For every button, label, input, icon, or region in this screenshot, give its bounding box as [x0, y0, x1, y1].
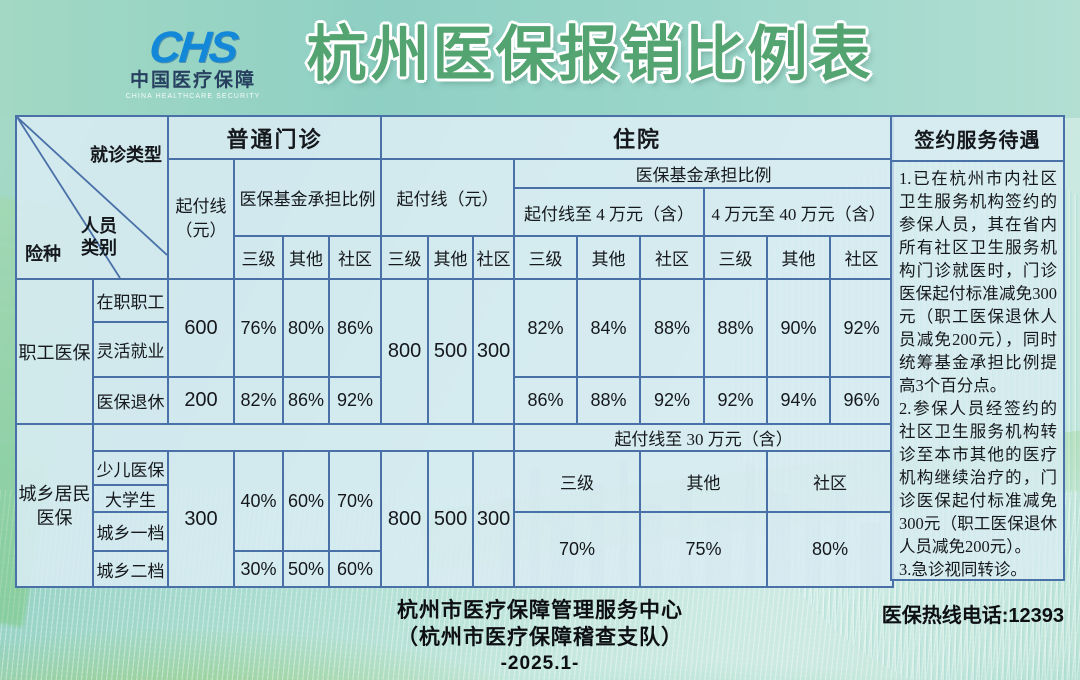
corner-diagonals [18, 118, 166, 277]
signed-services-panel: 签约服务待遇 1.已在杭州市内社区卫生服务机构签约的参保人员，其在省内所有社区卫… [890, 115, 1065, 583]
resident-inpatient-deductible-tier3: 800 [380, 450, 430, 588]
resident-outpatient-ratio-main-community: 70% [327, 450, 383, 552]
range-4-40-header: 4 万元至 40 万元（含） [703, 187, 895, 237]
range-0-4-other-header: 其他 [576, 235, 642, 280]
reimbursement-table: 就诊类型 人员 类别 险种 普通门诊 住院 起付线 （元） 医保基金承担比例 起… [15, 115, 895, 588]
range-0-4-tier3-header: 三级 [513, 235, 579, 280]
footer-date: -2025.1- [500, 653, 580, 674]
employee-outpatient-ratio-main-tier3: 76% [233, 278, 284, 378]
footer-hotline: 医保热线电话:12393 [881, 605, 1064, 627]
outpatient-deductible-header: 起付线 （元） [167, 158, 235, 280]
footer-organization-sub: （杭州市医疗保障稽查支队） [397, 626, 683, 649]
employee-outpatient-deductible-main: 600 [167, 278, 235, 378]
chs-logo-name-en: CHINA HEALTHCARE SECURITY [125, 93, 261, 100]
employee-inpatient-main-4-40-community: 92% [829, 278, 895, 378]
employee-group-label: 职工医保 [15, 278, 94, 425]
corner-person-type-label: 人员 类别 [81, 216, 117, 258]
resident-row-children-label: 少儿医保 [92, 450, 169, 486]
employee-inpatient-main-4-40-tier3: 88% [703, 278, 769, 378]
signed-services-note-1: 1.已在杭州市内社区卫生服务机构签约的参保人员，其在省内所有社区卫生服务机构门诊… [899, 169, 1057, 395]
resident-inpatient-deductible-community: 300 [472, 450, 516, 588]
range-4-40-tier3-header: 三级 [703, 235, 769, 280]
resident-inpatient-ratio-community: 80% [766, 511, 895, 588]
range-0-30-tier3-header: 三级 [513, 450, 642, 513]
range-4-40-other-header: 其他 [766, 235, 832, 280]
footer-issuer-block: 杭州市医疗保障管理服务中心 （杭州市医疗保障稽查支队） -2025.1- [240, 597, 840, 677]
employee-inpatient-retired-0-4-community: 92% [639, 376, 706, 425]
resident-inpatient-ratio-tier3: 70% [513, 511, 642, 588]
resident-outpatient-ratio-tier2-other: 50% [282, 550, 330, 588]
employee-row-flexible-label: 灵活就业 [92, 321, 169, 378]
resident-row-student-label: 大学生 [92, 484, 169, 513]
resident-outpatient-ratio-tier2-tier3: 30% [233, 550, 284, 588]
corner-insurance-type-label: 险种 [25, 244, 61, 264]
employee-inpatient-deductible-community: 300 [472, 278, 516, 425]
inpatient-deductible-other-header: 其他 [427, 235, 475, 280]
resident-group-label: 城乡居民 医保 [15, 423, 94, 588]
poster-title: 杭州医保报销比例表 [306, 21, 874, 88]
employee-outpatient-ratio-retired-tier3: 82% [233, 376, 284, 425]
employee-outpatient-ratio-main-other: 80% [282, 278, 330, 378]
employee-inpatient-main-0-4-other: 84% [576, 278, 642, 378]
employee-inpatient-main-0-4-community: 88% [639, 278, 706, 378]
signed-services-title: 签约服务待遇 [890, 115, 1065, 162]
employee-outpatient-deductible-retired: 200 [167, 376, 235, 425]
inpatient-deductible-community-header: 社区 [472, 235, 516, 280]
employee-outpatient-ratio-retired-other: 86% [282, 376, 330, 425]
resident-inpatient-deductible-other: 500 [427, 450, 475, 588]
range-4-40-community-header: 社区 [829, 235, 895, 280]
resident-outpatient-ratio-tier2-community: 60% [327, 550, 383, 588]
resident-row-tier1-label: 城乡一档 [92, 511, 169, 552]
employee-row-active-label: 在职职工 [92, 278, 169, 323]
outpatient-fund-ratio-header: 医保基金承担比例 [232, 158, 383, 237]
outpatient-community-header: 社区 [327, 235, 383, 280]
outpatient-section-header: 普通门诊 [166, 115, 383, 160]
range-0-4-header: 起付线至 4 万元（含） [513, 187, 706, 237]
resident-empty-band-cell [91, 423, 516, 452]
inpatient-section-header: 住院 [380, 115, 895, 160]
employee-outpatient-ratio-main-community: 86% [327, 278, 383, 378]
range-0-30-header: 起付线至 30 万元（含） [513, 423, 895, 452]
signed-services-note-2: 2.参保人员经签约的社区卫生服务机构转诊至本市其他的医疗机构继续治疗的，门诊医保… [899, 399, 1057, 556]
background-top-band [0, 0, 1080, 118]
employee-inpatient-retired-4-40-other: 94% [766, 376, 832, 425]
inpatient-deductible-header: 起付线（元） [380, 158, 516, 237]
range-0-30-community-header: 社区 [766, 450, 895, 513]
resident-outpatient-deductible: 300 [167, 450, 235, 588]
employee-inpatient-main-4-40-other: 90% [766, 278, 832, 378]
chs-logo: CHS 中国医疗保障 CHINA HEALTHCARE SECURITY [118, 23, 268, 102]
inpatient-fund-ratio-header: 医保基金承担比例 [513, 158, 895, 189]
employee-inpatient-deductible-tier3: 800 [380, 278, 430, 425]
employee-inpatient-retired-0-4-tier3: 86% [513, 376, 579, 425]
range-0-30-other-header: 其他 [639, 450, 769, 513]
signed-services-notes: 1.已在杭州市内社区卫生服务机构签约的参保人员，其在省内所有社区卫生服务机构门诊… [890, 160, 1065, 581]
resident-outpatient-ratio-main-other: 60% [282, 450, 330, 552]
range-0-4-community-header: 社区 [639, 235, 706, 280]
employee-inpatient-retired-0-4-other: 88% [576, 376, 642, 425]
resident-row-tier2-label: 城乡二档 [92, 550, 169, 588]
resident-inpatient-ratio-other: 75% [639, 511, 769, 588]
employee-inpatient-main-0-4-tier3: 82% [513, 278, 579, 378]
outpatient-tier3-header: 三级 [233, 235, 284, 280]
resident-outpatient-ratio-main-tier3: 40% [233, 450, 284, 552]
employee-inpatient-retired-4-40-community: 96% [829, 376, 895, 425]
corner-visit-type-label: 就诊类型 [90, 145, 162, 165]
corner-cell: 就诊类型 人员 类别 险种 [15, 115, 169, 280]
chs-logo-acronym: CHS [147, 23, 240, 72]
chs-logo-name-cn: 中国医疗保障 [129, 70, 256, 91]
employee-inpatient-deductible-other: 500 [427, 278, 475, 425]
outpatient-other-header: 其他 [282, 235, 330, 280]
footer-organization: 杭州市医疗保障管理服务中心 [397, 599, 683, 622]
employee-row-retired-label: 医保退休 [92, 376, 169, 425]
signed-services-note-3: 3.急诊视同转诊。 [899, 560, 1027, 579]
inpatient-deductible-tier3-header: 三级 [380, 235, 430, 280]
employee-outpatient-ratio-retired-community: 92% [327, 376, 383, 425]
employee-inpatient-retired-4-40-tier3: 92% [703, 376, 769, 425]
